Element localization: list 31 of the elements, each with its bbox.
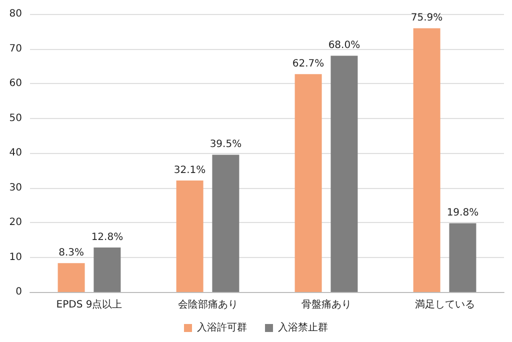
bar [294, 74, 322, 292]
data-label: 62.7% [292, 58, 324, 70]
data-label: 39.5% [210, 139, 242, 150]
data-label: 75.9% [410, 12, 443, 24]
y-tick-label: 20 [9, 217, 22, 228]
y-tick-label: 10 [9, 252, 22, 263]
y-tick-label: 50 [9, 112, 22, 124]
bar [413, 28, 440, 292]
data-label: 8.3% [58, 248, 84, 259]
data-label: 68.0% [328, 40, 360, 52]
bar [58, 263, 85, 292]
data-label: 19.8% [446, 208, 479, 219]
bar [330, 56, 358, 292]
x-tick-label: EPDS 9点以上 [56, 298, 122, 310]
y-tick-label: 70 [9, 43, 22, 54]
bar [176, 180, 204, 292]
y-tick-label: 80 [9, 8, 22, 20]
x-tick-label: 会陰部痛あり [178, 298, 238, 310]
y-tick-label: 30 [9, 182, 22, 194]
bar [94, 248, 121, 292]
x-tick-label: 満足している [414, 298, 475, 310]
x-tick-label: 骨盤痛あり [301, 298, 352, 310]
bar [212, 154, 240, 292]
legend-label: 入浴許可群 [197, 322, 247, 334]
data-label: 32.1% [174, 164, 206, 176]
y-tick-label: 40 [9, 148, 22, 158]
y-tick-label: 0 [16, 286, 22, 298]
legend-label: 入浴禁止群 [278, 322, 328, 334]
y-tick-label: 60 [9, 78, 22, 89]
bar [449, 223, 476, 292]
data-label: 12.8% [91, 232, 124, 244]
